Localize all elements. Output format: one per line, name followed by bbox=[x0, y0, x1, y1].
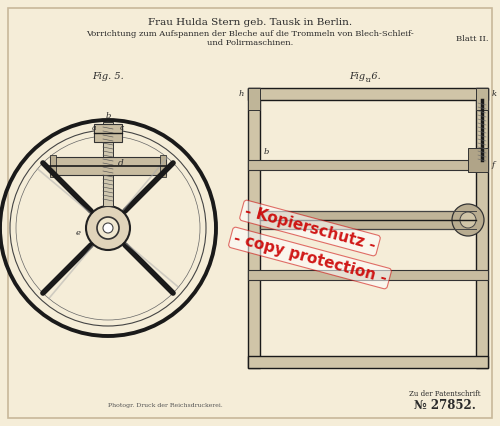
Text: a: a bbox=[92, 124, 96, 132]
Bar bbox=[94, 124, 122, 142]
Text: c: c bbox=[120, 124, 124, 132]
Bar bbox=[260, 211, 476, 229]
Circle shape bbox=[86, 206, 130, 250]
Text: k: k bbox=[492, 90, 497, 98]
Bar bbox=[248, 160, 488, 170]
Text: Vorrichtung zum Aufspannen der Bleche auf die Trommeln von Blech-Schleif-: Vorrichtung zum Aufspannen der Bleche au… bbox=[86, 30, 414, 38]
Text: f: f bbox=[492, 161, 495, 169]
Text: - copy protection -: - copy protection - bbox=[232, 230, 388, 286]
Text: e: e bbox=[76, 229, 80, 237]
Bar bbox=[468, 148, 488, 172]
Text: Photogr. Druck der Reichsdruckerei.: Photogr. Druck der Reichsdruckerei. bbox=[108, 403, 222, 408]
Circle shape bbox=[97, 217, 119, 239]
Text: Frau Hulda Stern geb. Tausk in Berlin.: Frau Hulda Stern geb. Tausk in Berlin. bbox=[148, 18, 352, 27]
Bar bbox=[160, 155, 166, 177]
Text: № 27852.: № 27852. bbox=[414, 399, 476, 412]
Text: b: b bbox=[106, 112, 112, 120]
Text: d: d bbox=[118, 159, 124, 169]
Text: a: a bbox=[366, 76, 370, 84]
Text: b: b bbox=[264, 148, 270, 156]
FancyBboxPatch shape bbox=[476, 88, 488, 110]
Text: - Kopierschutz -: - Kopierschutz - bbox=[243, 203, 377, 253]
Bar bbox=[248, 88, 260, 368]
Text: Blatt II.: Blatt II. bbox=[456, 35, 488, 43]
Bar bbox=[248, 356, 488, 368]
Bar bbox=[50, 155, 56, 177]
Text: und Polirmaschinen.: und Polirmaschinen. bbox=[207, 39, 293, 47]
Bar bbox=[248, 88, 488, 100]
Text: Fig. 5.: Fig. 5. bbox=[92, 72, 124, 81]
Circle shape bbox=[460, 212, 476, 228]
Circle shape bbox=[452, 204, 484, 236]
Bar bbox=[103, 122, 113, 206]
Circle shape bbox=[103, 223, 113, 233]
Text: Fig. 6.: Fig. 6. bbox=[349, 72, 381, 81]
FancyBboxPatch shape bbox=[248, 88, 260, 110]
Text: Zu der Patentschrift: Zu der Patentschrift bbox=[409, 390, 481, 398]
Bar bbox=[476, 88, 488, 368]
Bar bbox=[50, 157, 166, 175]
Text: h: h bbox=[238, 90, 244, 98]
Bar bbox=[248, 270, 488, 280]
